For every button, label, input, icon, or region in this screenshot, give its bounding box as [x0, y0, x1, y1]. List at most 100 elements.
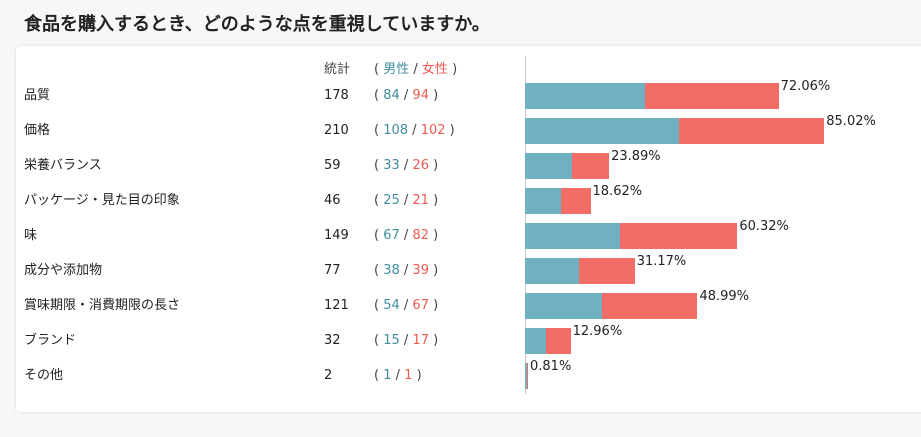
bar-female-segment [678, 118, 825, 144]
bar-male-segment [525, 83, 645, 109]
female-count: 102 [420, 123, 446, 138]
slash: / [399, 228, 413, 243]
female-count: 94 [412, 88, 429, 103]
female-count: 21 [412, 193, 429, 208]
category-label: その他 [24, 368, 64, 383]
bar-female-segment [560, 188, 591, 214]
gender-breakdown: ( 1 / 1 ) [374, 368, 422, 384]
paren-close: ) [452, 62, 458, 77]
total-count: 59 [324, 158, 341, 173]
gender-breakdown: ( 67 / 82 ) [374, 228, 438, 244]
gender-breakdown: ( 33 / 26 ) [374, 158, 438, 174]
total-count: 121 [324, 298, 349, 313]
category-label: 栄養バランス [24, 158, 102, 173]
bar-female-segment [644, 83, 779, 109]
category-label: パッケージ・見た目の印象 [24, 193, 180, 208]
male-count: 84 [383, 88, 400, 103]
bar-male-segment [525, 118, 679, 144]
slash: / [399, 333, 413, 348]
female-count: 39 [412, 263, 429, 278]
gender-breakdown: ( 108 / 102 ) [374, 123, 455, 139]
female-legend-label: 女性 [421, 62, 448, 77]
category-label: 価格 [24, 123, 51, 138]
bar-male-segment [525, 293, 602, 319]
gender-breakdown: ( 15 / 17 ) [374, 333, 438, 349]
category-label: 賞味期限・消費期限の長さ [24, 298, 181, 313]
bar-female-segment [526, 363, 528, 389]
percent-label: 23.89% [611, 149, 661, 164]
male-count: 38 [383, 263, 400, 278]
slash: / [399, 88, 413, 103]
paren-open: ( [374, 263, 384, 278]
slash: / [399, 158, 413, 173]
female-count: 26 [412, 158, 429, 173]
total-count: 77 [324, 263, 341, 278]
bar-female-segment [546, 328, 571, 354]
percent-label: 18.62% [592, 184, 643, 199]
slash: / [399, 298, 413, 313]
female-count: 82 [412, 228, 429, 243]
paren-close: ) [445, 123, 455, 138]
paren-open: ( [374, 158, 384, 173]
slash: / [391, 368, 405, 383]
category-label: 味 [24, 228, 38, 243]
male-count: 25 [383, 193, 400, 208]
total-count: 178 [324, 88, 349, 103]
percent-label: 72.06% [780, 79, 831, 94]
male-count: 33 [383, 158, 400, 173]
gender-breakdown: ( 84 / 94 ) [374, 88, 438, 104]
page-title: 食品を購入するとき、どのような点を重視していますか。 [24, 14, 490, 35]
slash: / [408, 123, 421, 138]
percent-label: 48.99% [699, 289, 750, 304]
percent-label: 31.17% [636, 254, 687, 269]
paren-open: ( [374, 123, 384, 138]
paren-open: ( [374, 193, 384, 208]
gender-breakdown: ( 25 / 21 ) [374, 193, 438, 209]
bar-male-segment [525, 258, 580, 284]
paren-open: ( [374, 333, 384, 348]
bar-female-segment [620, 223, 738, 249]
paren-close: ) [428, 193, 439, 208]
percent-label: 85.02% [826, 114, 876, 129]
male-count: 108 [383, 123, 409, 138]
total-count: 46 [324, 193, 341, 208]
gender-breakdown: ( 54 / 67 ) [374, 298, 438, 314]
paren-open: ( [374, 228, 384, 243]
paren-open: ( [374, 298, 384, 313]
paren-open: ( [374, 62, 380, 77]
gender-column-header: ( 男性 / 女性 ) [374, 58, 457, 77]
paren-close: ) [412, 368, 422, 383]
bar-male-segment [525, 328, 547, 354]
bar-male-segment [525, 188, 561, 214]
bar-female-segment [579, 258, 635, 284]
paren-close: ) [428, 298, 439, 313]
paren-close: ) [428, 88, 439, 103]
paren-open: ( [374, 368, 384, 383]
male-count: 15 [383, 333, 400, 348]
paren-close: ) [428, 228, 439, 243]
female-count: 17 [412, 333, 429, 348]
male-count: 54 [383, 298, 400, 313]
bar-male-segment [525, 153, 573, 179]
gender-breakdown: ( 38 / 39 ) [374, 263, 438, 279]
total-count: 210 [324, 123, 349, 138]
male-count: 1 [383, 368, 392, 383]
category-label: 成分や添加物 [24, 263, 103, 278]
female-count: 67 [412, 298, 429, 313]
slash: / [413, 62, 418, 77]
paren-close: ) [428, 263, 439, 278]
slash: / [399, 263, 413, 278]
male-count: 67 [383, 228, 400, 243]
male-legend-label: 男性 [383, 62, 410, 77]
bar-male-segment [525, 363, 527, 389]
percent-label: 12.96% [572, 324, 623, 339]
slash: / [399, 193, 413, 208]
category-label: ブランド [24, 333, 77, 348]
total-count: 2 [324, 368, 333, 383]
female-count: 1 [404, 368, 413, 383]
total-count: 149 [324, 228, 349, 243]
category-label: 品質 [24, 88, 51, 103]
paren-open: ( [374, 88, 384, 103]
paren-close: ) [428, 158, 439, 173]
paren-close: ) [428, 333, 439, 348]
